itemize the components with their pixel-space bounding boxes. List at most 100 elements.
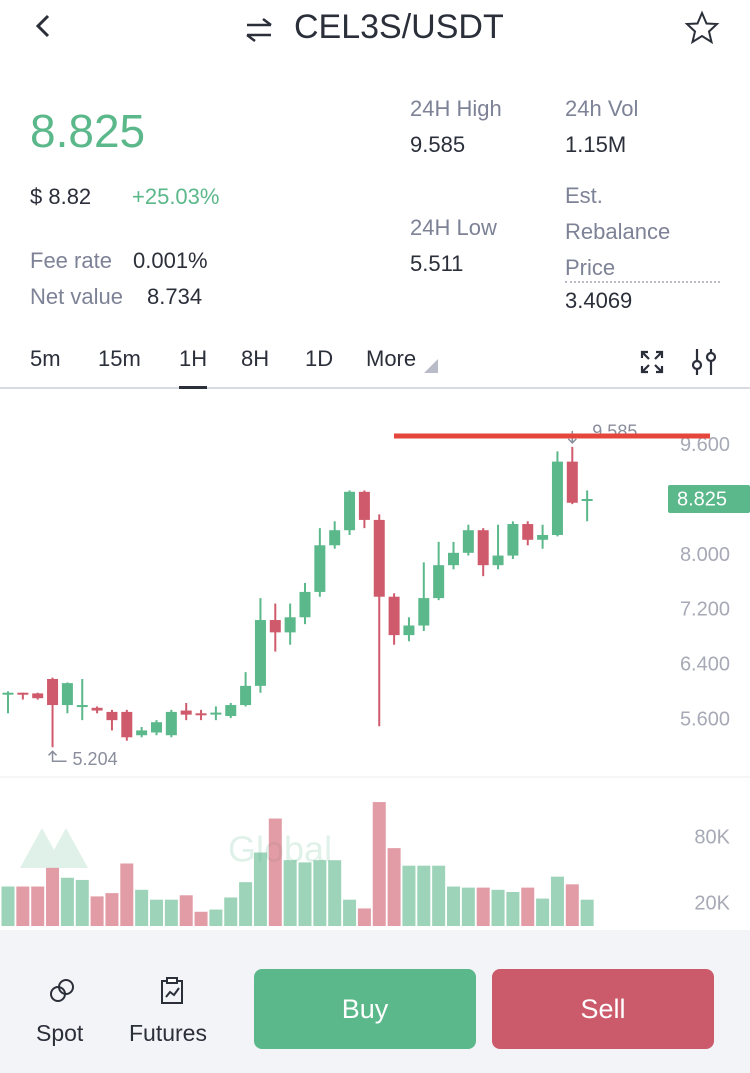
buy-button[interactable]: Buy (254, 969, 476, 1049)
futures-label[interactable]: Futures (129, 1020, 207, 1046)
volume-tick-label: 80K (694, 827, 730, 849)
volume-bar (135, 889, 149, 926)
interval-tab[interactable]: 1D (305, 346, 334, 371)
dropdown-corner (424, 359, 438, 373)
last-price-box (668, 485, 750, 513)
dotted-underline (565, 281, 720, 283)
stat-value: 1.15M (565, 132, 627, 157)
volume-bar (60, 877, 74, 926)
candle-body (299, 591, 311, 618)
annotation-arrow (48, 750, 67, 763)
pair-title: CEL3S/USDT (294, 8, 504, 46)
net-value: 8.734 (147, 284, 203, 309)
volume-bar (75, 879, 89, 926)
volume-bar (565, 884, 579, 926)
volume-bar (521, 887, 535, 926)
candle-body (254, 620, 266, 686)
volume-bar (536, 898, 550, 926)
volume-tick-label: 20K (694, 892, 730, 914)
candle-body (418, 598, 430, 626)
favorite-star[interactable] (684, 10, 720, 46)
price-change: +25.03% (132, 184, 220, 209)
settings-icon[interactable] (690, 347, 718, 377)
stat-label: 24H Low (410, 215, 497, 240)
volume-bar (1, 886, 15, 926)
last-price-label: 8.825 (677, 488, 727, 510)
candle-body (165, 711, 177, 736)
volume-bar (283, 860, 297, 926)
stat-value: 9.585 (410, 132, 466, 157)
volume-bar (491, 889, 505, 926)
candle-body (448, 552, 459, 566)
candle-body (492, 555, 504, 566)
spot-icon[interactable] (48, 977, 76, 1005)
candle-body (284, 617, 296, 633)
candle-body (106, 711, 118, 721)
candle-body (433, 565, 445, 599)
futures-icon[interactable] (159, 977, 185, 1005)
fee-rate-label: Fee rate (30, 248, 112, 273)
interval-tab[interactable]: More (366, 346, 417, 371)
swap-icon[interactable] (243, 16, 275, 44)
candle-body (507, 524, 519, 556)
y-tick-label: 7.200 (680, 599, 730, 621)
volume-bar (179, 895, 193, 926)
candle-body (17, 692, 29, 695)
usd-price: $ 8.82 (30, 184, 92, 209)
y-tick-label: 6.400 (680, 654, 730, 676)
candle-body (136, 730, 148, 736)
volume-bar (164, 899, 178, 926)
candle-body (551, 461, 563, 535)
candle-body (76, 705, 88, 708)
candle-body (344, 491, 356, 531)
candle-body (403, 625, 415, 636)
fullscreen-icon[interactable] (640, 350, 664, 374)
volume-bar (90, 896, 104, 926)
volume-bar (476, 887, 490, 926)
last-price: 8.825 (30, 105, 146, 157)
watermark-logo (20, 828, 88, 868)
volume-bar (417, 865, 431, 926)
candle-body (566, 461, 578, 503)
interval-tab[interactable]: 15m (98, 346, 141, 371)
candle-body (225, 705, 237, 717)
candle-body (373, 519, 385, 597)
annotation-label: 5.204 (73, 749, 118, 769)
stat-value: 5.511 (410, 251, 464, 276)
candle-body (151, 722, 162, 733)
spot-label[interactable]: Spot (36, 1020, 84, 1046)
volume-bar (313, 860, 327, 926)
interval-tab[interactable]: 1H (179, 346, 208, 389)
volume-bar (298, 862, 312, 926)
candle-body (581, 499, 593, 501)
fee-rate: 0.001% (133, 248, 208, 273)
volume-bar (387, 848, 401, 926)
volume-bar (16, 886, 30, 926)
volume-bar (432, 865, 446, 926)
y-tick-label: 9.600 (680, 434, 730, 456)
candle-body (32, 693, 44, 699)
interval-tab[interactable]: 5m (30, 346, 61, 371)
volume-bar (328, 860, 342, 926)
volume-bar (150, 899, 163, 926)
volume-bar (239, 882, 253, 926)
volume-bar (372, 802, 386, 926)
candle-body (121, 711, 133, 738)
stat-label: Est. Rebalance Price (565, 183, 671, 280)
sell-button[interactable]: Sell (492, 969, 714, 1049)
chart-canvas: Global 9.6008.0007.2006.4005.60080K20K9.… (0, 387, 750, 926)
volume-bar (209, 909, 223, 926)
candle-body (522, 524, 534, 540)
volume-bar (550, 876, 564, 926)
stat-label: 24H High (410, 96, 502, 121)
candle-body (462, 530, 474, 553)
interval-tab[interactable]: 8H (241, 346, 270, 371)
back-button[interactable] (30, 12, 60, 42)
candle-body (240, 685, 252, 706)
volume-bar (31, 886, 45, 926)
candle-body (210, 712, 222, 715)
volume-bar (580, 899, 594, 926)
candle-body (537, 535, 549, 540)
volume-bar (402, 865, 416, 926)
